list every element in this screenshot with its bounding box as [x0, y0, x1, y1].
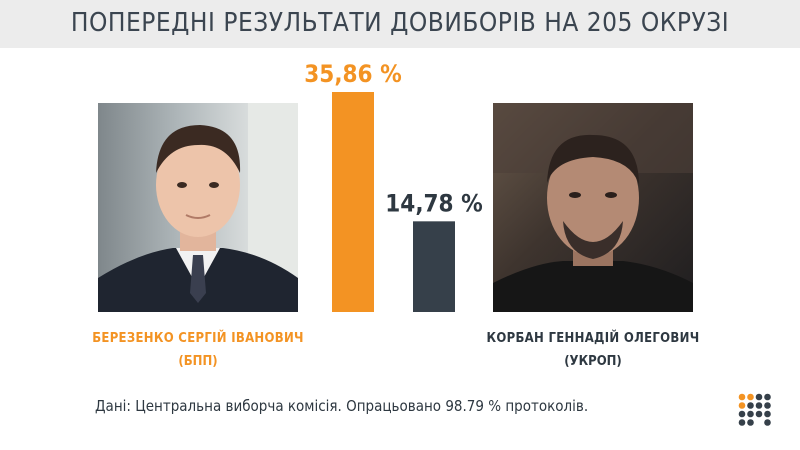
logo-dot: [764, 393, 771, 401]
logo-dot: [764, 410, 771, 418]
logo-dot: [755, 393, 763, 401]
logo-dot: [747, 410, 754, 418]
candidate-1-photo: [98, 103, 298, 312]
logo-dot: [738, 402, 746, 409]
bar-2: [413, 221, 455, 312]
logo-dot: [747, 402, 754, 409]
dot-grid-logo-icon: [738, 393, 772, 427]
bar-1: [332, 92, 374, 312]
bar-1-value-label: 35,86 %: [304, 60, 401, 88]
logo-dot: [764, 402, 771, 409]
logo-dot: [738, 419, 746, 426]
candidate-2-name: КОРБАН ГЕННАДІЙ ОЛЕГОВИЧ: [486, 331, 700, 346]
logo-dot: [738, 410, 746, 418]
page-title: ПОПЕРЕДНІ РЕЗУЛЬТАТИ ДОВИБОРІВ НА 205 ОК…: [70, 8, 730, 38]
logo-dot: [747, 393, 754, 401]
bar-2-value-label: 14,78 %: [385, 189, 482, 217]
logo-dot: [755, 402, 763, 409]
candidate-1-name: БЕРЕЗЕНКО СЕРГІЙ ІВАНОВИЧ: [92, 331, 304, 346]
data-source-note: Дані: Центральна виборча комісія. Опраць…: [95, 397, 589, 415]
candidate-1-party: (БПП): [178, 354, 218, 369]
header-bar: ПОПЕРЕДНІ РЕЗУЛЬТАТИ ДОВИБОРІВ НА 205 ОК…: [0, 0, 800, 48]
logo-dot: [738, 393, 746, 401]
logo-dot: [755, 410, 763, 418]
candidate-2-party: (УКРОП): [564, 354, 622, 369]
candidate-2-photo: [493, 103, 693, 312]
logo-dot: [747, 419, 754, 426]
logo-dot: [764, 419, 771, 426]
